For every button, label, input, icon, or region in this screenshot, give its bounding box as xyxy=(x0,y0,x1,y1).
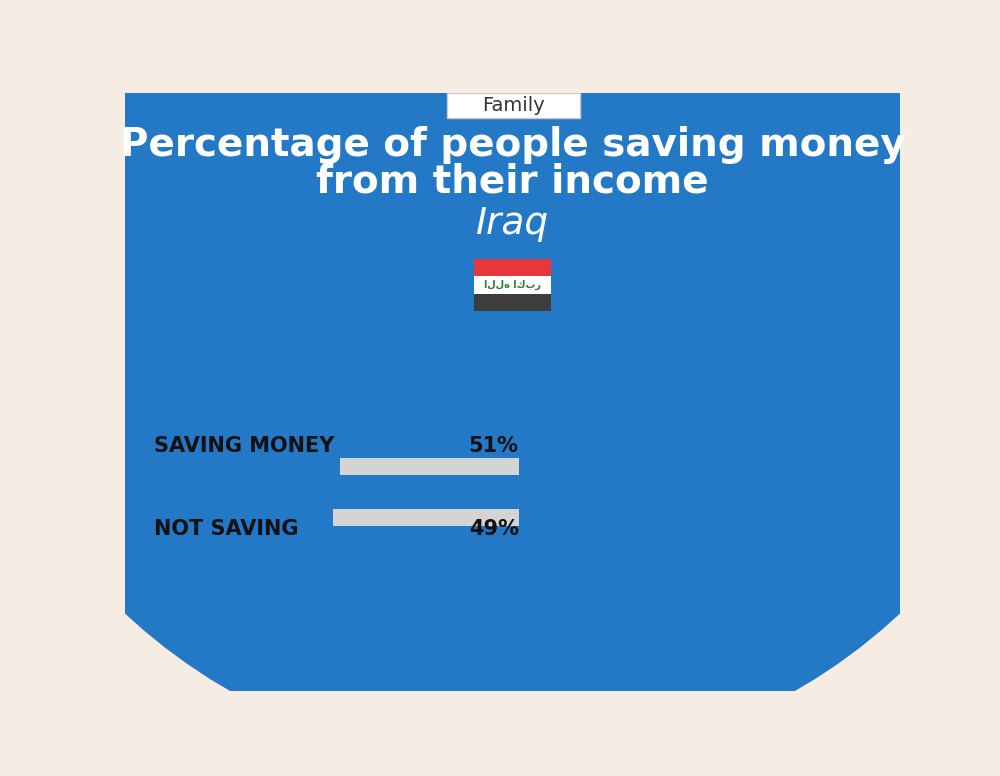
Text: 51%: 51% xyxy=(469,436,519,456)
Bar xyxy=(154,458,340,475)
Bar xyxy=(474,293,551,311)
Text: Percentage of people saving money: Percentage of people saving money xyxy=(120,126,905,165)
Text: from their income: from their income xyxy=(316,163,709,201)
Text: SAVING MONEY: SAVING MONEY xyxy=(154,436,335,456)
Text: Iraq: Iraq xyxy=(476,206,549,242)
Text: Family: Family xyxy=(482,96,545,115)
Bar xyxy=(154,509,519,526)
Text: الله اكبر: الله اكبر xyxy=(484,279,541,290)
Text: 49%: 49% xyxy=(469,519,519,539)
Bar xyxy=(474,258,551,276)
Bar xyxy=(154,509,333,526)
Text: NOT SAVING: NOT SAVING xyxy=(154,519,299,539)
Bar xyxy=(474,276,551,293)
FancyBboxPatch shape xyxy=(447,93,580,118)
Bar xyxy=(154,458,519,475)
Ellipse shape xyxy=(0,0,1000,393)
